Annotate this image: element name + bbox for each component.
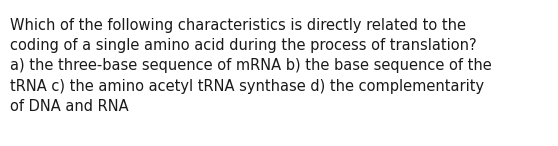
Text: Which of the following characteristics is directly related to the
coding of a si: Which of the following characteristics i… [10,18,492,114]
